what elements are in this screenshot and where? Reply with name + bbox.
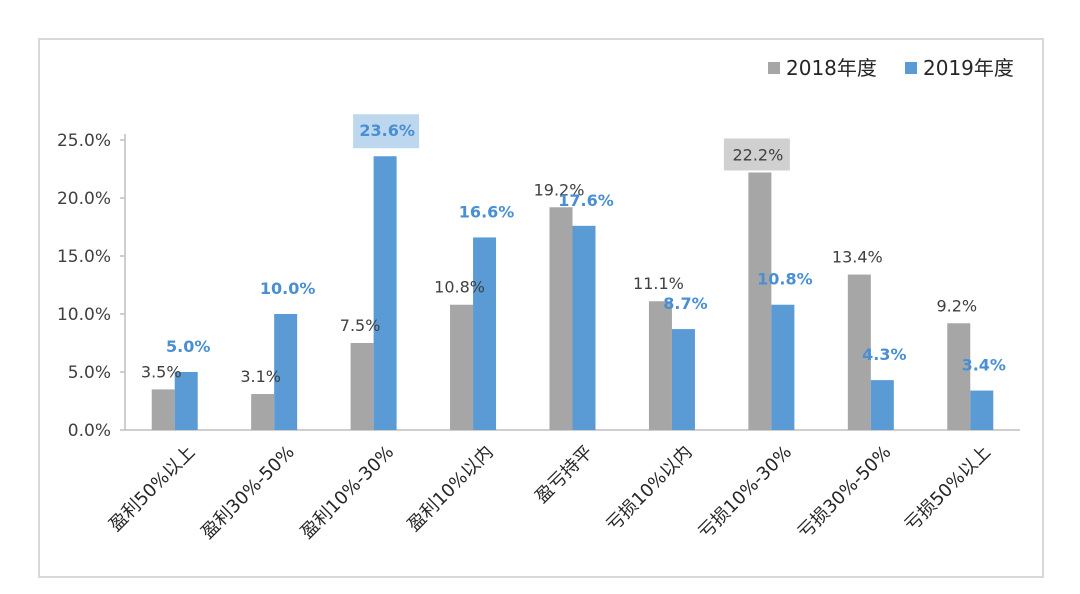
data-label-2019: 17.6% [558,191,614,210]
data-label-2019: 8.7% [663,294,707,313]
bar-2019 [473,237,497,430]
y-tick-label: 5.0% [68,363,111,383]
data-label-2018: 22.2% [732,145,783,164]
bar-2018 [549,207,573,430]
bar-2019 [970,390,994,430]
category-label: 盈利30%-50% [197,442,298,543]
y-tick-label: 0.0% [68,421,111,441]
bar-2018 [350,343,374,430]
data-label-2019: 23.6% [359,121,415,140]
bar-2018 [450,304,474,430]
bar-2019 [572,225,596,430]
legend: 2018年度 2019年度 [768,56,1014,80]
legend-swatch-2019 [905,62,917,74]
bar-2018 [648,301,672,430]
bar-2019 [771,304,795,430]
data-label-2019: 16.6% [459,202,515,221]
category-label: 亏损10%-30% [694,442,795,543]
y-tick-label: 20.0% [57,189,111,209]
bar-2018 [251,394,275,430]
y-tick-label: 10.0% [57,305,111,325]
data-label-2018: 9.2% [936,296,977,315]
bar-2019 [174,372,198,430]
bars-group [151,156,994,431]
bar-2019 [373,156,397,430]
data-label-2019: 3.4% [962,356,1006,375]
category-label: 盈利10%以内 [404,442,498,536]
data-label-2019: 10.8% [757,270,813,289]
data-label-2018: 11.1% [633,274,684,293]
category-label: 亏损50%以上 [901,442,995,536]
data-label-2019: 10.0% [260,279,316,298]
bar-2019 [671,329,695,430]
bar-chart: 0.0% 5.0% 10.0% 15.0% 20.0% 25.0% 3.5% 5.0% 3.1… [57,56,1020,543]
legend-label-2019: 2019年度 [923,56,1014,80]
bar-2018 [847,274,871,430]
data-label-2019: 5.0% [166,337,210,356]
y-tick-label: 25.0% [57,131,111,151]
bar-2019 [870,380,894,430]
bar-2018 [748,172,772,431]
category-label: 亏损30%-50% [794,442,895,543]
data-label-2018: 3.1% [240,367,281,386]
data-label-2018: 13.4% [832,248,883,267]
bar-2018 [151,389,175,430]
category-label: 盈利10%-30% [297,442,398,543]
legend-swatch-2018 [768,62,780,74]
highlight-box-2018 [723,138,790,171]
category-label: 亏损10%以内 [602,442,696,536]
highlight-box-2019 [353,114,420,149]
data-labels-group: 3.5% 5.0% 3.1% 10.0% 7.5% 23.6% 10.8% 16.6% 19.2… [141,114,1006,386]
data-label-2019: 4.3% [862,345,906,364]
legend-label-2018: 2018年度 [786,56,877,80]
bar-2019 [274,314,298,430]
data-label-2018: 10.8% [434,278,485,297]
y-tick-label: 15.0% [57,247,111,267]
category-label: 盈亏持平 [531,442,597,508]
bar-2018 [947,323,971,430]
data-label-2018: 7.5% [340,316,381,335]
data-label-2018: 3.5% [141,362,182,381]
data-label-2018: 19.2% [534,180,585,199]
chart-frame: 0.0% 5.0% 10.0% 15.0% 20.0% 25.0% 3.5% 5.0% 3.1… [38,38,1044,578]
category-label: 盈利50%以上 [105,442,199,536]
